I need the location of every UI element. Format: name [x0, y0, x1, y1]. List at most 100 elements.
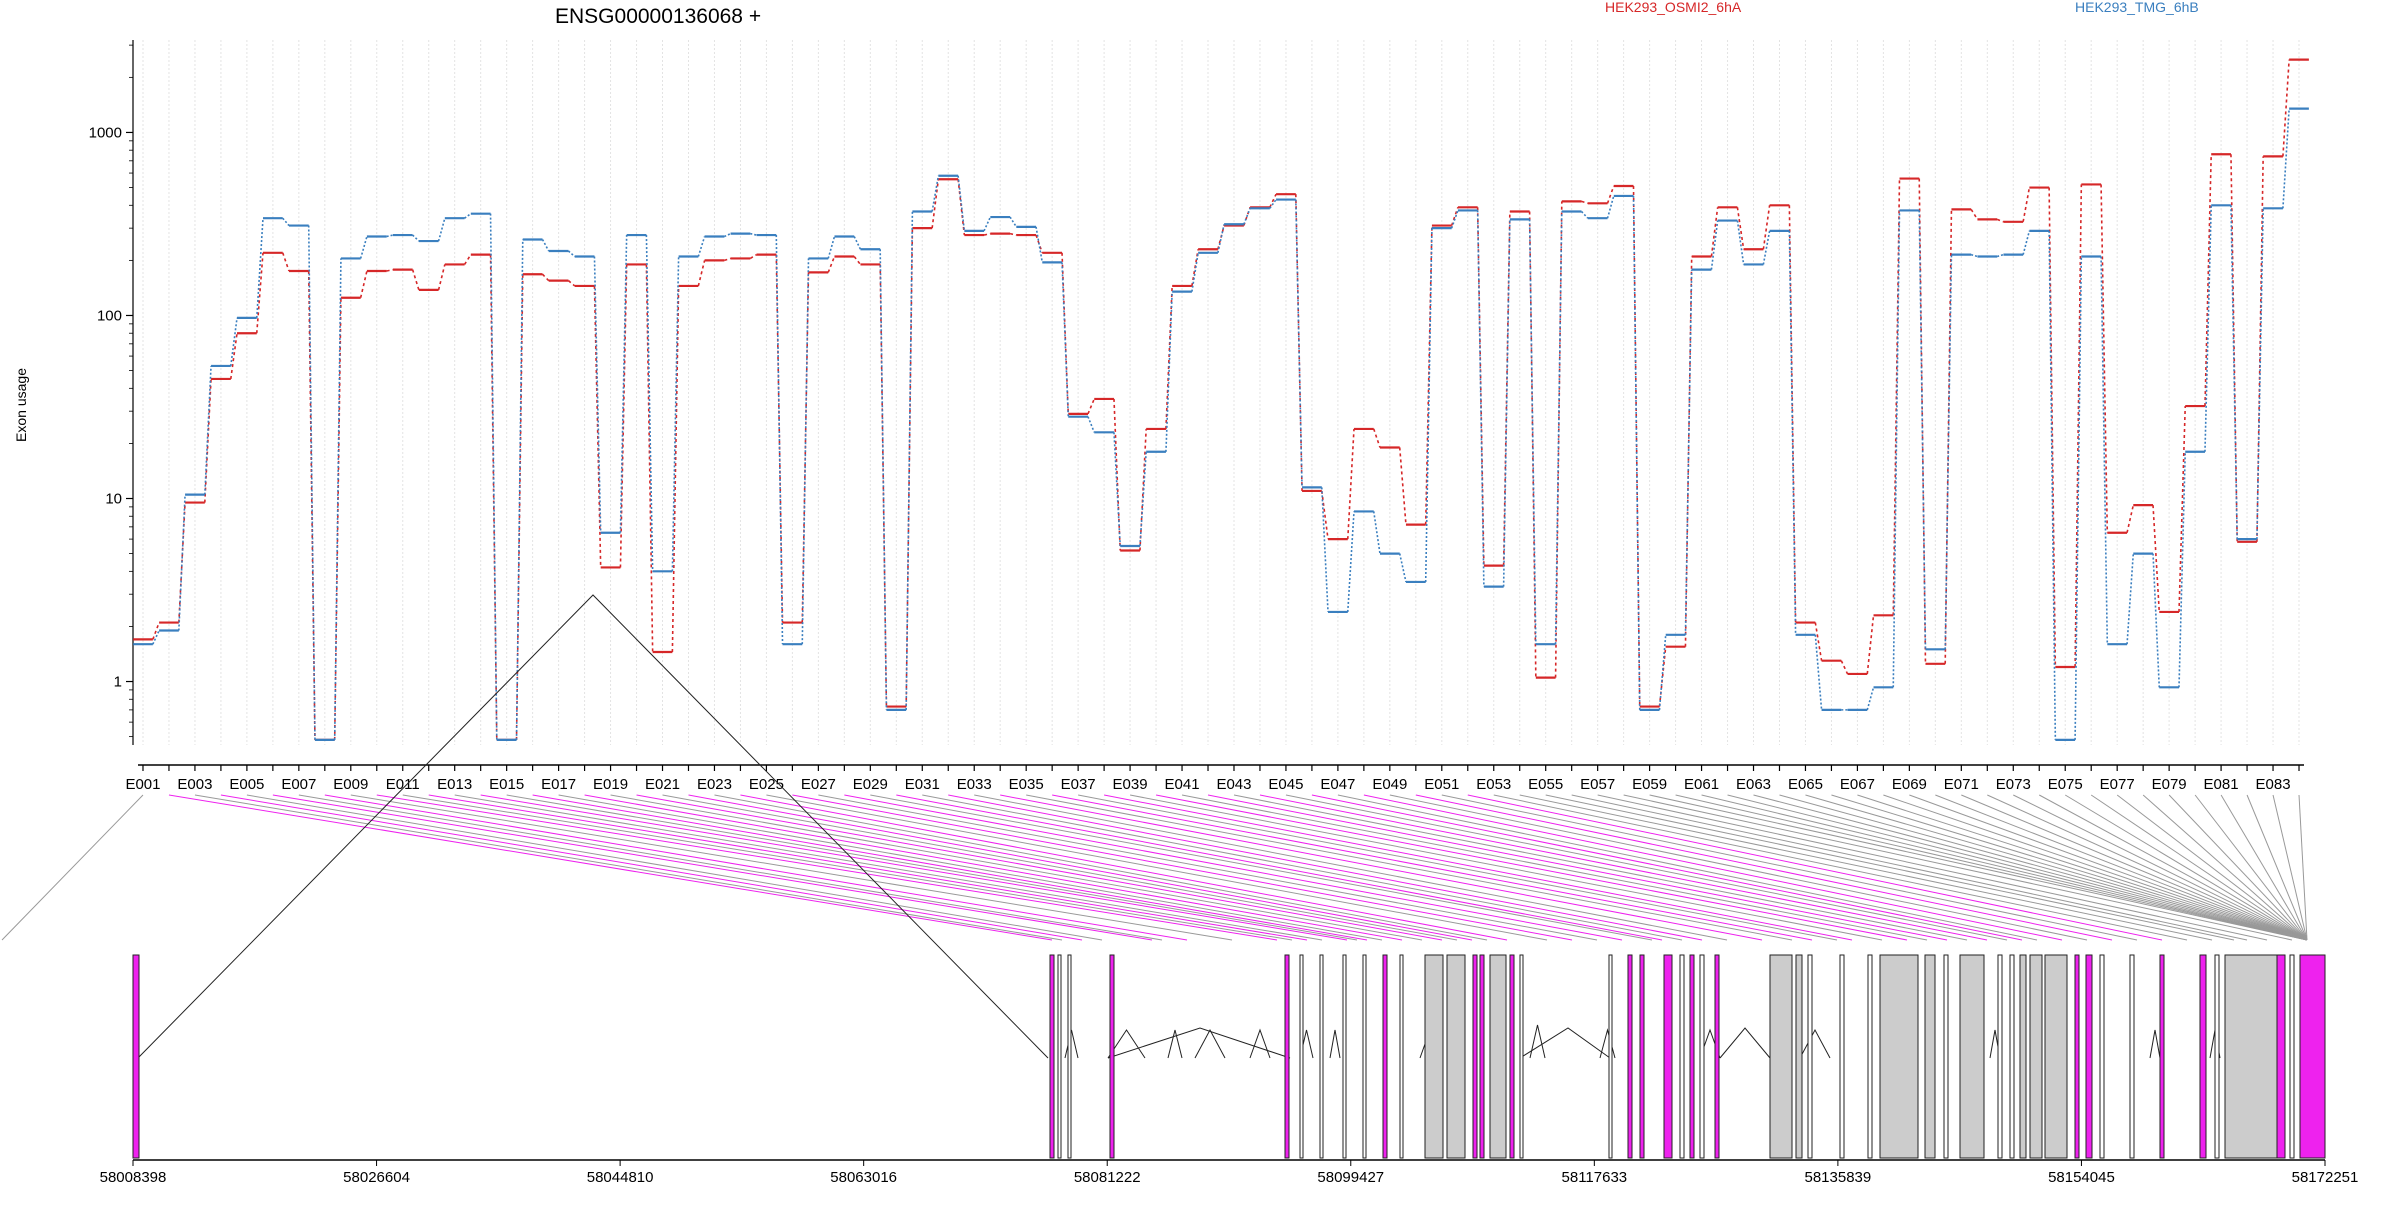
- series-connector: [1762, 230, 1771, 265]
- exon-box: [1795, 954, 1803, 1159]
- exon-box: [2199, 954, 2207, 1159]
- exon-tick-label: E027: [801, 776, 836, 793]
- series-tmg: [133, 107, 2309, 741]
- series-connector: [1762, 205, 1771, 250]
- exon-connector: [1311, 794, 2023, 941]
- series-connector: [1217, 224, 1225, 253]
- series-connector: [1424, 228, 1433, 582]
- exon-box: [1057, 954, 1062, 1159]
- series-connector: [1191, 252, 1199, 292]
- exon-box: [1299, 954, 1304, 1159]
- exon-box: [2009, 954, 2015, 1159]
- exon-tick-label: E069: [1892, 776, 1927, 793]
- genome-tick-label: 58154045: [2048, 1169, 2115, 1186]
- exon-box: [1109, 954, 1115, 1159]
- exon-box: [1399, 954, 1404, 1159]
- exon-connector: [948, 794, 1703, 941]
- exon-box: [1284, 954, 1290, 1159]
- exon-box: [1959, 954, 1985, 1159]
- series-connector: [2282, 59, 2290, 157]
- series-connector: [255, 252, 264, 334]
- series-connector: [1840, 660, 1849, 675]
- exon-tick-label: E037: [1061, 776, 1096, 793]
- exon-box: [1342, 954, 1347, 1159]
- exon-tick-label: E013: [437, 776, 472, 793]
- legend-entry-osmi2: HEK293_OSMI2_6hA: [1605, 0, 1742, 15]
- exon-box: [2276, 954, 2286, 1159]
- exon-tick-label: E007: [281, 776, 316, 793]
- exon-box: [2099, 954, 2105, 1159]
- exon-connector: [1519, 794, 2213, 941]
- series-connector: [386, 268, 394, 272]
- exon-connector: [2116, 794, 2308, 941]
- x-gridlines: [142, 40, 2300, 745]
- series-connector: [1450, 207, 1459, 226]
- exon-connector: [480, 794, 1348, 941]
- series-connector: [1606, 185, 1615, 204]
- series-connector: [359, 236, 368, 259]
- series-connector: [515, 239, 524, 740]
- intron-line: [1194, 1028, 1226, 1059]
- series-connector: [567, 250, 576, 258]
- exon-connector: [1285, 794, 2008, 941]
- series-connector: [2282, 108, 2290, 209]
- series-connector: [1061, 252, 1070, 414]
- exon-connector: [558, 794, 1383, 941]
- series-connector: [645, 235, 654, 572]
- exon-connector: [1026, 794, 1793, 941]
- exon-tick-label: E047: [1320, 776, 1355, 793]
- exon-box: [1472, 954, 1478, 1159]
- series-connector: [723, 232, 731, 238]
- exon-connector: [1441, 794, 2138, 941]
- exon-tick-label: E063: [1736, 776, 1771, 793]
- exon-connector: [1545, 794, 2235, 941]
- exon-connector: [1727, 794, 2308, 941]
- series-connector: [749, 253, 757, 260]
- series-connector: [1372, 511, 1381, 554]
- series-connector: [1372, 428, 1381, 448]
- series-connector: [1009, 232, 1017, 236]
- exon-connector: [506, 794, 1358, 941]
- exon-tick-label: E015: [489, 776, 524, 793]
- exon-tick-label: E053: [1476, 776, 1511, 793]
- series-connector: [1996, 218, 2004, 223]
- exon-connector: [1104, 794, 1853, 941]
- exon-connector: [1805, 794, 2308, 941]
- genome-tick-label: 58026604: [343, 1169, 410, 1186]
- series-connector: [1944, 254, 1953, 650]
- exon-connector: [740, 794, 1508, 941]
- series-connector: [1970, 208, 1979, 220]
- series-connector: [1061, 262, 1070, 417]
- series-connector: [2256, 208, 2264, 540]
- series-connector: [281, 252, 290, 272]
- series-connector: [2100, 184, 2109, 533]
- genome-tick-label: 58135839: [1805, 1169, 1872, 1186]
- series-layer: [133, 58, 2309, 741]
- exon-box: [2224, 954, 2278, 1159]
- exon-box: [1879, 954, 1919, 1159]
- series-connector: [2126, 504, 2135, 533]
- exon-connector: [1623, 794, 2293, 941]
- exon-connector: [402, 794, 1293, 941]
- intron-line: [1719, 1027, 1771, 1059]
- exon-connector: [2039, 794, 2308, 941]
- exon-connector: [2168, 794, 2308, 941]
- exon-box: [1608, 954, 1613, 1159]
- exon-connector: [896, 794, 1663, 941]
- intron-line: [1599, 1028, 1616, 1059]
- series-connector: [152, 630, 160, 645]
- y-tick-label: 1000: [89, 124, 122, 141]
- exon-connector: [246, 794, 1103, 941]
- chart-title: ENSG00000136068 +: [555, 5, 761, 28]
- series-connector: [2204, 154, 2213, 407]
- exon-box: [1509, 954, 1515, 1159]
- exon-tick-label: E045: [1268, 776, 1303, 793]
- exon-tick-label: E061: [1684, 776, 1719, 793]
- exon-box: [1997, 954, 2003, 1159]
- exon-connector: [2194, 794, 2308, 941]
- y-tick-label: 10: [105, 491, 122, 508]
- exon-tick-label: E035: [1009, 776, 1044, 793]
- exon-connector: [1649, 794, 2308, 941]
